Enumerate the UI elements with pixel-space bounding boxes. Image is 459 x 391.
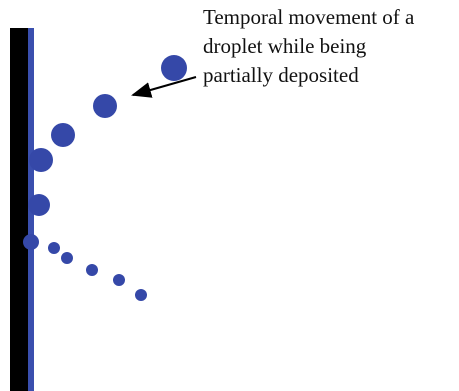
diagram: Temporal movement of a droplet while bei… [0, 0, 459, 391]
droplets [23, 55, 187, 301]
droplet [135, 289, 147, 301]
annotation-line: Temporal movement of a [203, 5, 415, 29]
droplet [86, 264, 98, 276]
droplet [29, 148, 53, 172]
droplet [28, 194, 50, 216]
wall [10, 28, 28, 391]
droplet [61, 252, 73, 264]
arrow [133, 77, 196, 95]
droplet [51, 123, 75, 147]
droplet [23, 234, 39, 250]
annotation-line: droplet while being [203, 34, 367, 58]
droplet [113, 274, 125, 286]
droplet [93, 94, 117, 118]
droplet [161, 55, 187, 81]
annotation-line: partially deposited [203, 63, 359, 87]
droplet [48, 242, 60, 254]
